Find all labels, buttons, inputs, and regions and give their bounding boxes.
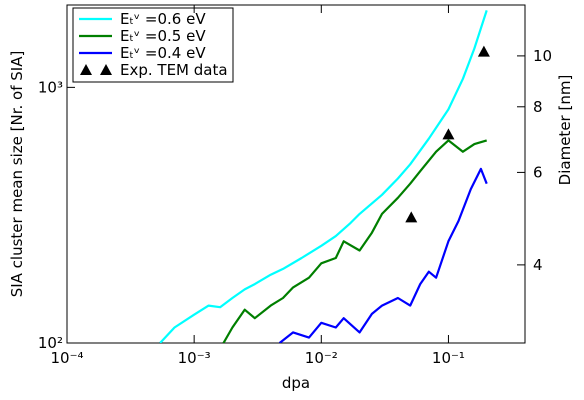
legend-label: Eₜᵛ =0.5 eV (120, 27, 206, 45)
series-line (159, 10, 488, 343)
x-tick-label: 10⁻⁴ (50, 349, 83, 367)
y2-tick-label: 8 (533, 98, 543, 116)
x-tick-label: 10⁻³ (178, 349, 211, 367)
legend-label: Eₜᵛ =0.6 eV (120, 10, 206, 28)
data-point (477, 45, 490, 57)
legend-marker (80, 64, 92, 75)
series-line (222, 139, 488, 343)
legend-label: Exp. TEM data (120, 61, 228, 79)
x-tick-label: 10⁻¹ (432, 349, 465, 367)
y-axis-label: SIA cluster mean size [Nr. of SIA] (8, 51, 26, 298)
y2-axis-label: Diameter [nm] (556, 75, 574, 186)
y2-tick-label: 6 (533, 163, 543, 181)
legend-marker (100, 64, 112, 75)
legend-box (72, 7, 234, 83)
x-axis-label: dpa (282, 374, 310, 392)
data-point (405, 211, 418, 223)
y2-tick-label: 4 (533, 256, 543, 274)
legend-label: Eₜᵛ =0.4 eV (120, 44, 206, 62)
y2-tick-label: 10 (533, 47, 552, 65)
y-tick-label: 10² (38, 334, 63, 352)
x-tick-label: 10⁻² (305, 349, 338, 367)
series-line (278, 167, 488, 343)
plot-area (159, 10, 490, 343)
y-tick-label: 10³ (38, 78, 63, 96)
data-point (442, 128, 455, 140)
